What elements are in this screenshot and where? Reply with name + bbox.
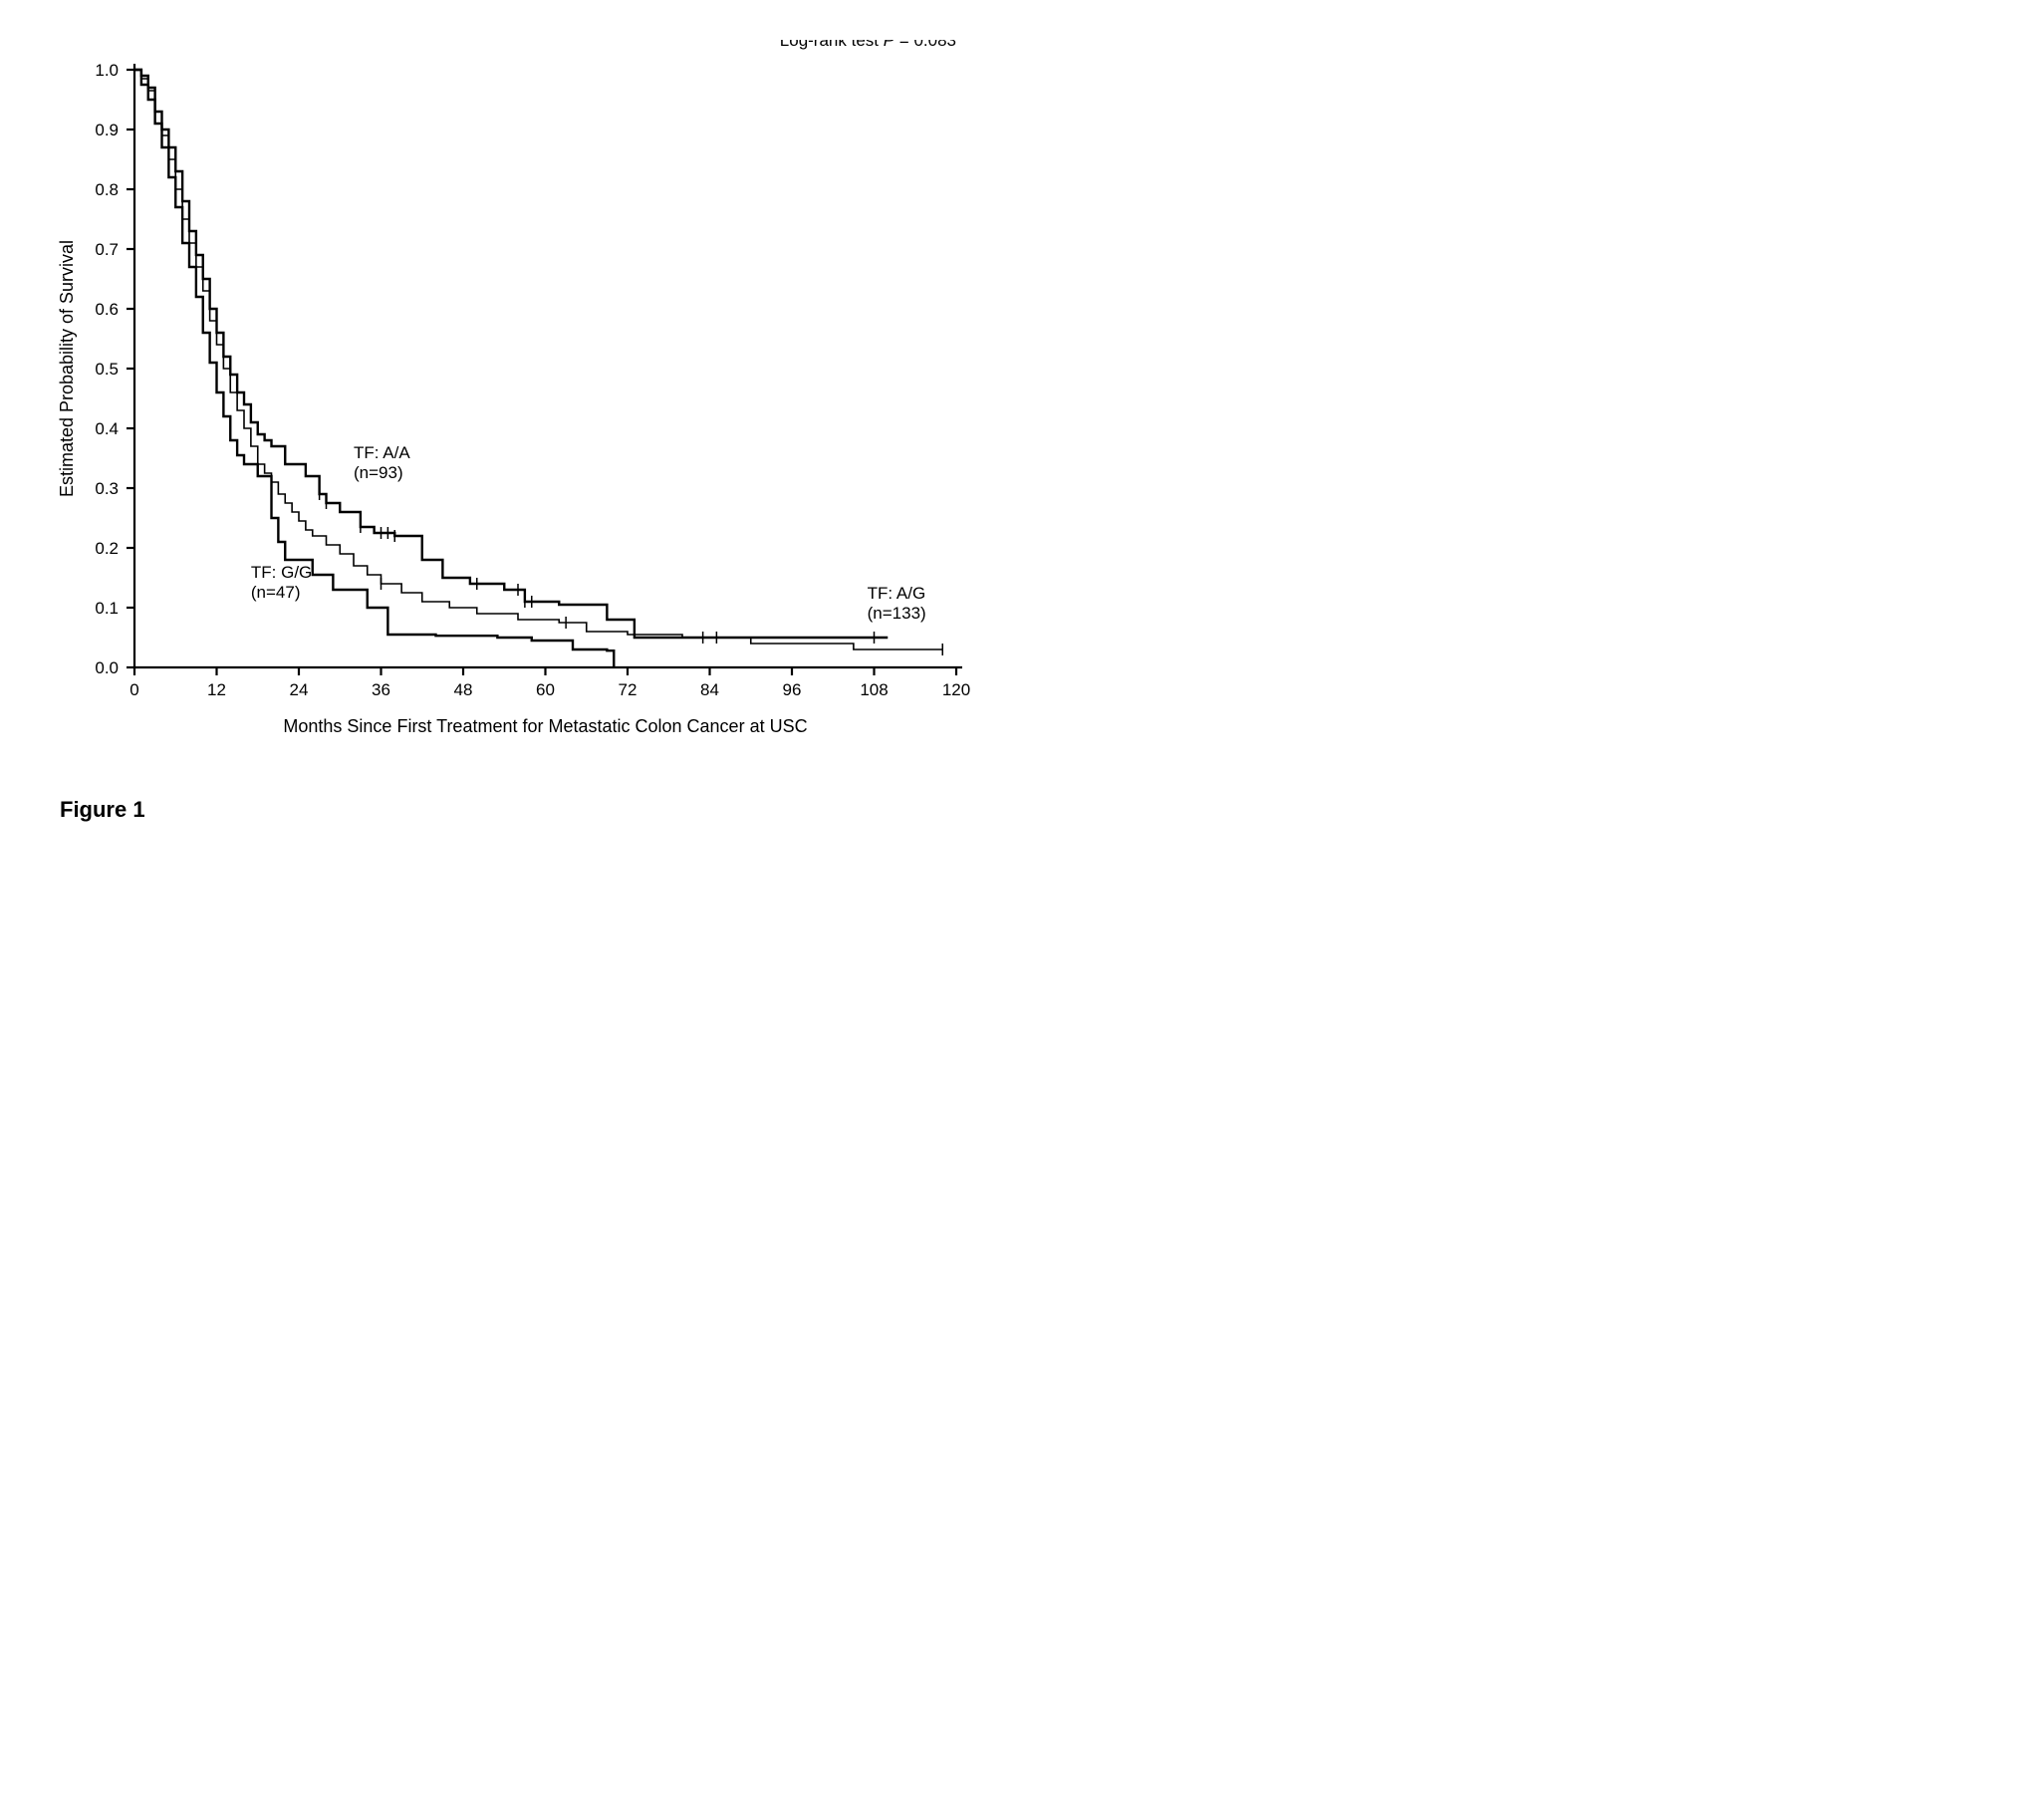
svg-text:Log-rank test P = 0.083: Log-rank test P = 0.083 (780, 40, 956, 50)
svg-text:(n=133): (n=133) (868, 604, 926, 623)
svg-text:72: 72 (619, 680, 638, 699)
svg-text:0.1: 0.1 (95, 599, 119, 618)
figure-caption: Figure 1 (60, 797, 2004, 823)
svg-text:0.7: 0.7 (95, 240, 119, 259)
svg-text:24: 24 (290, 680, 309, 699)
svg-text:36: 36 (372, 680, 390, 699)
svg-text:TF: A/A: TF: A/A (354, 443, 410, 462)
svg-text:TF: A/G: TF: A/G (868, 584, 926, 603)
svg-text:0.8: 0.8 (95, 180, 119, 199)
svg-text:1.0: 1.0 (95, 61, 119, 80)
svg-text:0.6: 0.6 (95, 300, 119, 319)
svg-text:(n=47): (n=47) (251, 583, 301, 602)
svg-text:84: 84 (700, 680, 719, 699)
svg-text:96: 96 (783, 680, 802, 699)
svg-text:(n=93): (n=93) (354, 463, 403, 482)
svg-text:60: 60 (536, 680, 555, 699)
km-svg: 0 12 24 36 48 60 72 84 96 108 120 0.0 0.1 0.2 0.3 0.4 0.… (40, 40, 986, 757)
km-chart: 0 12 24 36 48 60 72 84 96 108 120 0.0 0.1 0.2 0.3 0.4 0.… (40, 40, 986, 757)
svg-text:120: 120 (942, 680, 970, 699)
svg-text:0.4: 0.4 (95, 419, 119, 438)
svg-text:48: 48 (454, 680, 473, 699)
svg-text:0.0: 0.0 (95, 658, 119, 677)
svg-text:0.5: 0.5 (95, 360, 119, 379)
svg-text:0.3: 0.3 (95, 479, 119, 498)
svg-text:0: 0 (129, 680, 138, 699)
svg-text:0.2: 0.2 (95, 539, 119, 558)
svg-text:12: 12 (207, 680, 226, 699)
svg-text:Estimated Probability of Survi: Estimated Probability of Survival (57, 240, 77, 497)
svg-text:TF: G/G: TF: G/G (251, 563, 312, 582)
svg-text:108: 108 (860, 680, 888, 699)
svg-text:Months Since First Treatment f: Months Since First Treatment for Metasta… (283, 716, 807, 736)
svg-text:0.9: 0.9 (95, 121, 119, 139)
